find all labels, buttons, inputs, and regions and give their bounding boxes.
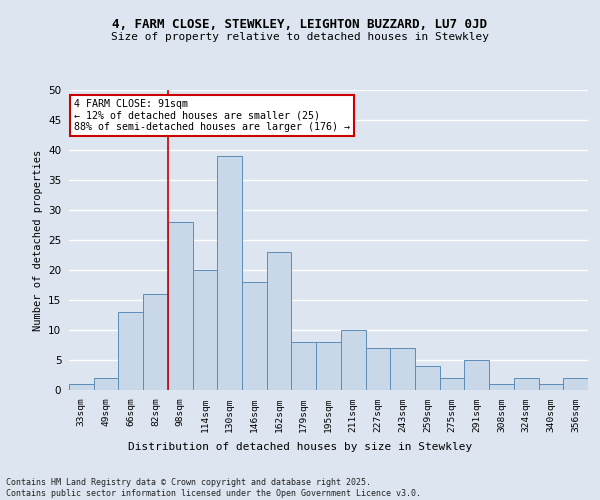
Bar — [118, 312, 143, 390]
Bar — [341, 330, 365, 390]
Text: 4 FARM CLOSE: 91sqm
← 12% of detached houses are smaller (25)
88% of semi-detach: 4 FARM CLOSE: 91sqm ← 12% of detached ho… — [74, 99, 350, 132]
Text: Distribution of detached houses by size in Stewkley: Distribution of detached houses by size … — [128, 442, 472, 452]
Bar — [193, 270, 217, 390]
Y-axis label: Number of detached properties: Number of detached properties — [32, 150, 43, 330]
Bar — [514, 378, 539, 390]
Bar — [390, 348, 415, 390]
Text: Size of property relative to detached houses in Stewkley: Size of property relative to detached ho… — [111, 32, 489, 42]
Bar — [316, 342, 341, 390]
Text: Contains HM Land Registry data © Crown copyright and database right 2025.
Contai: Contains HM Land Registry data © Crown c… — [6, 478, 421, 498]
Bar — [217, 156, 242, 390]
Bar — [267, 252, 292, 390]
Bar — [539, 384, 563, 390]
Bar — [292, 342, 316, 390]
Bar — [563, 378, 588, 390]
Bar — [440, 378, 464, 390]
Bar — [69, 384, 94, 390]
Bar — [143, 294, 168, 390]
Bar — [168, 222, 193, 390]
Bar — [242, 282, 267, 390]
Text: 4, FARM CLOSE, STEWKLEY, LEIGHTON BUZZARD, LU7 0JD: 4, FARM CLOSE, STEWKLEY, LEIGHTON BUZZAR… — [113, 18, 487, 30]
Bar — [489, 384, 514, 390]
Bar — [464, 360, 489, 390]
Bar — [94, 378, 118, 390]
Bar — [365, 348, 390, 390]
Bar — [415, 366, 440, 390]
